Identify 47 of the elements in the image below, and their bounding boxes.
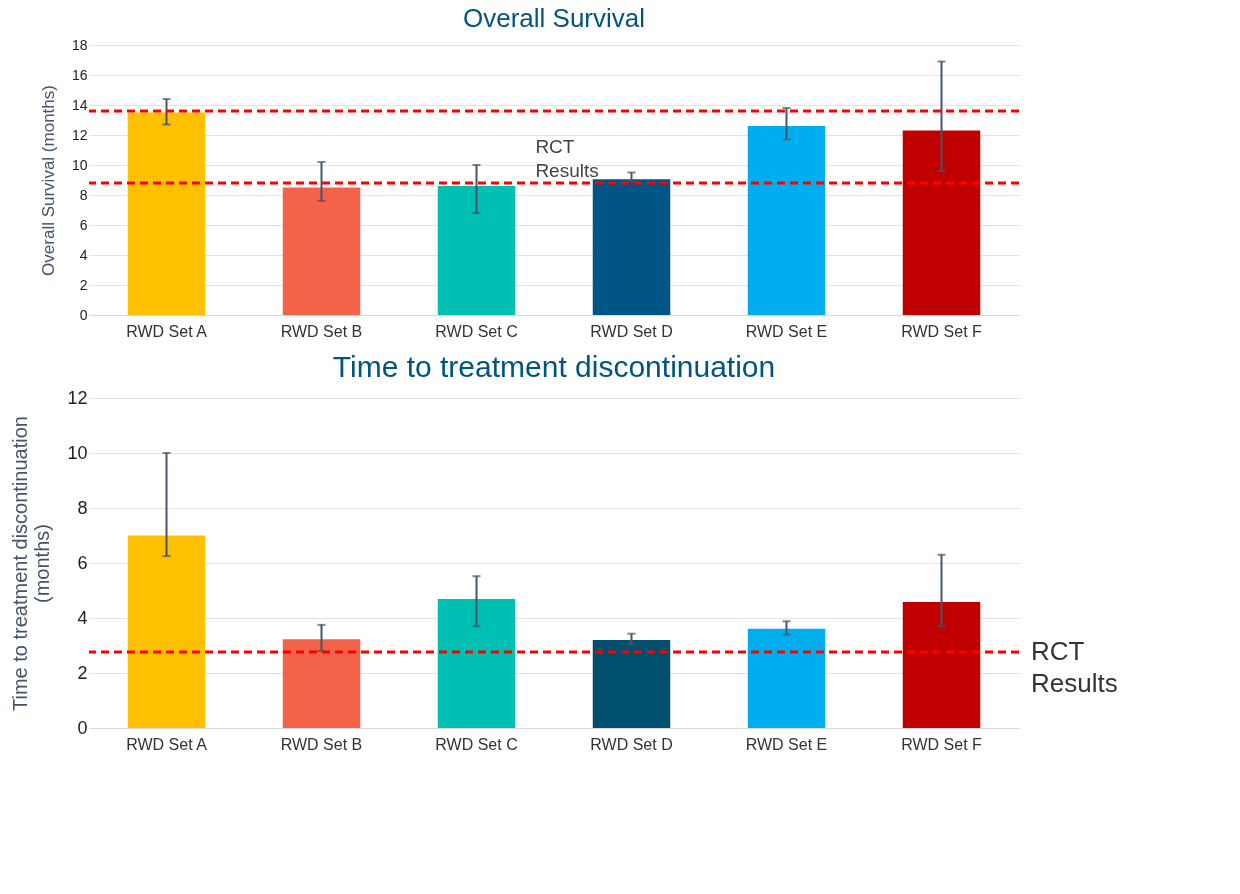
x-tick-label: RWD Set C [435, 735, 518, 753]
y-tick-label: 6 [77, 552, 88, 573]
y-tick-label: 8 [79, 186, 88, 203]
x-tick-label: RWD Set C [435, 322, 518, 340]
y-tick-label: 10 [67, 442, 88, 463]
y-tick-label: 2 [77, 662, 88, 683]
bar [282, 639, 361, 728]
bar [592, 179, 671, 315]
y-tick-label: 8 [77, 497, 88, 518]
bar [902, 130, 981, 315]
bar [747, 126, 826, 315]
y-tick-label: 12 [71, 126, 88, 143]
bar [127, 112, 206, 315]
bar [437, 599, 516, 728]
x-tick-label: RWD Set B [280, 322, 363, 340]
x-tick-label: RWD Set B [280, 735, 363, 753]
x-tick-label: RWD Set A [126, 735, 208, 753]
x-tick-label: RWD Set F [901, 735, 983, 753]
y-tick-label: 0 [79, 306, 88, 323]
y-tick-label: 6 [79, 216, 88, 233]
bar [592, 640, 671, 728]
x-tick-label: RWD Set E [745, 735, 828, 753]
y-tick-label: 18 [71, 36, 88, 53]
x-tick-label: RWD Set A [126, 322, 208, 340]
bar [747, 628, 826, 728]
chart-title: Time to treatment discontinuation [332, 350, 776, 383]
y-tick-label: 4 [79, 246, 88, 263]
bar [282, 187, 361, 315]
y-axis-title: Time to treatment discontinuation (months) [9, 416, 54, 711]
bar [902, 602, 981, 728]
y-tick-label: 2 [79, 276, 88, 293]
y-tick-label: 16 [71, 66, 88, 83]
bar [437, 186, 516, 315]
x-tick-label: RWD Set D [590, 322, 673, 340]
y-tick-label: 14 [71, 96, 88, 113]
y-tick-label: 12 [67, 387, 88, 408]
bar [127, 535, 206, 728]
y-tick-label: 0 [77, 717, 88, 738]
y-axis-title: Overall Survival (months) [38, 85, 58, 276]
chart-title: Overall Survival [462, 3, 646, 33]
annotation: RCT Results [535, 136, 599, 181]
y-tick-label: 4 [77, 607, 88, 628]
ref-line-label: RCT Results [1031, 636, 1118, 699]
x-tick-label: RWD Set D [590, 735, 673, 753]
x-tick-label: RWD Set E [745, 322, 828, 340]
y-tick-label: 10 [71, 156, 88, 173]
x-tick-label: RWD Set F [901, 322, 983, 340]
